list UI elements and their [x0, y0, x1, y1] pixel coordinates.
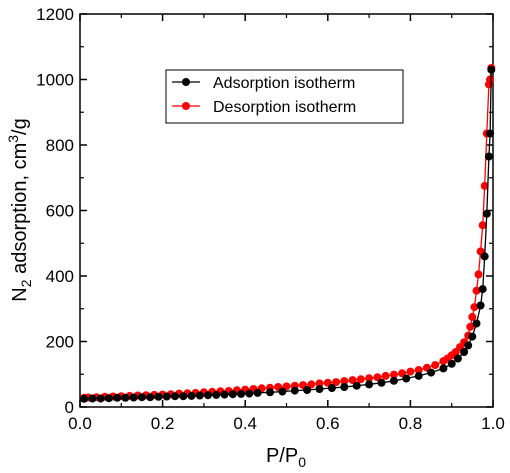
adsorption-point: [171, 392, 179, 401]
adsorption-point: [237, 389, 246, 398]
adsorption-point: [472, 319, 481, 328]
adsorption-point: [460, 348, 469, 356]
adsorption-point: [340, 383, 349, 391]
adsorption-point: [212, 390, 221, 399]
legend-box: [165, 69, 404, 124]
desorption-point: [340, 377, 349, 386]
adsorption-point: [121, 393, 130, 402]
adsorption-point: [480, 252, 489, 261]
adsorption-point: [290, 386, 299, 395]
adsorption-point: [447, 359, 456, 368]
adsorption-point: [146, 393, 155, 402]
adsorption-point: [402, 374, 411, 383]
x-tick-label: 1.0: [481, 414, 505, 433]
adsorption-point: [129, 393, 138, 402]
adsorption-point: [327, 384, 336, 392]
adsorption-point: [427, 368, 436, 377]
y-tick-label: 800: [46, 136, 74, 155]
x-tick-label: 0.4: [233, 414, 257, 433]
desorption-point: [468, 312, 477, 321]
adsorption-point: [228, 390, 237, 399]
y-tick-label: 200: [46, 333, 74, 352]
desorption-point: [373, 373, 382, 382]
adsorption-point: [104, 394, 113, 403]
adsorption-point: [476, 301, 485, 310]
adsorption-point: [464, 341, 473, 350]
adsorption-point: [414, 371, 423, 380]
adsorption-point: [137, 393, 146, 402]
adsorption-series: [80, 65, 496, 403]
adsorption-point: [487, 65, 496, 74]
adsorption-point: [352, 381, 361, 390]
adsorption-point: [365, 380, 374, 389]
y-tick-label: 0: [65, 398, 74, 417]
adsorption-point: [113, 393, 122, 402]
desorption-point: [466, 322, 475, 331]
adsorption-point: [484, 152, 493, 161]
y-axis-title: N2 adsorption, cm3/g: [5, 118, 34, 301]
axis-ticks: 0.0 0.2 0.4 0.6 0.8 1.0 0 200 400 600 800 1000 1200: [36, 5, 505, 433]
adsorption-point: [266, 388, 274, 397]
x-tick-label: 0.0: [68, 414, 92, 433]
desorption-point: [307, 380, 316, 389]
adsorption-point: [468, 332, 477, 341]
desorption-point: [480, 181, 489, 190]
adsorption-point: [482, 209, 491, 218]
desorption-point: [470, 303, 479, 312]
legend-desorption-marker: [182, 102, 190, 110]
adsorption-point: [486, 129, 495, 138]
desorption-point: [356, 375, 365, 384]
adsorption-point: [179, 392, 188, 401]
desorption-point: [406, 367, 415, 376]
legend: Adsorption isotherm Desorption isotherm: [165, 69, 404, 124]
adsorption-point: [80, 394, 89, 403]
adsorption-point: [96, 394, 105, 403]
legend-adsorption-marker: [182, 78, 190, 86]
adsorption-point: [245, 389, 254, 398]
x-axis-title: P/P0: [266, 445, 306, 470]
desorption-point: [315, 379, 324, 388]
desorption-point: [414, 366, 423, 374]
x-tick-label: 0.8: [399, 414, 423, 433]
adsorption-point: [315, 385, 324, 393]
adsorption-point: [204, 391, 212, 400]
adsorption-point: [377, 378, 386, 387]
adsorption-point: [187, 391, 196, 400]
adsorption-point: [162, 392, 171, 401]
adsorption-point: [439, 364, 448, 373]
adsorption-point: [88, 394, 97, 403]
adsorption-point: [195, 391, 204, 400]
adsorption-point: [389, 376, 398, 385]
desorption-point: [472, 286, 481, 295]
legend-adsorption-label: Adsorption isotherm: [213, 75, 355, 92]
y-tick-label: 1200: [36, 5, 74, 24]
adsorption-point: [253, 388, 262, 397]
desorption-point: [439, 357, 448, 366]
desorption-point: [474, 270, 483, 279]
adsorption-point: [453, 354, 462, 363]
adsorption-point: [154, 392, 163, 401]
x-tick-label: 0.6: [316, 414, 340, 433]
adsorption-point: [478, 285, 487, 294]
desorption-point: [381, 371, 390, 380]
desorption-point: [431, 361, 440, 370]
desorption-point: [348, 376, 357, 385]
adsorption-point: [278, 387, 287, 396]
y-tick-label: 1000: [36, 71, 74, 90]
legend-desorption-label: Desorption isotherm: [213, 99, 356, 116]
y-tick-label: 600: [46, 202, 74, 221]
desorption-point: [332, 378, 341, 387]
x-tick-label: 0.2: [151, 414, 175, 433]
y-tick-label: 400: [46, 267, 74, 286]
adsorption-point: [220, 390, 229, 399]
series-layer: [80, 64, 496, 403]
desorption-point: [365, 374, 374, 383]
desorption-point: [478, 221, 487, 230]
adsorption-point: [303, 386, 312, 394]
desorption-point: [389, 370, 398, 379]
